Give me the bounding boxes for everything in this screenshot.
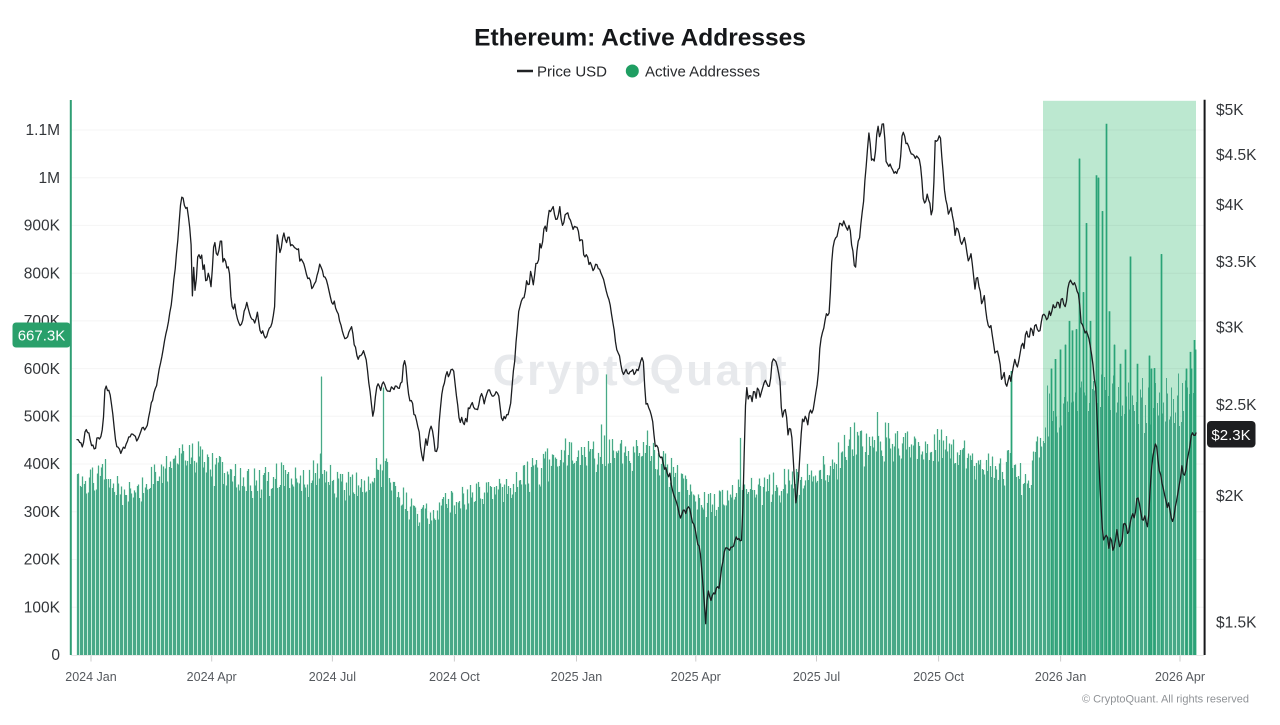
- svg-text:2025 Jan: 2025 Jan: [551, 670, 602, 684]
- svg-text:2025 Apr: 2025 Apr: [671, 670, 721, 684]
- svg-text:1M: 1M: [38, 170, 60, 187]
- svg-text:600K: 600K: [24, 361, 61, 378]
- svg-text:2026 Jan: 2026 Jan: [1035, 670, 1086, 684]
- svg-text:Price USD: Price USD: [537, 64, 607, 81]
- svg-text:2025 Oct: 2025 Oct: [913, 670, 964, 684]
- svg-text:CryptoQuant: CryptoQuant: [493, 346, 789, 395]
- svg-text:2026 Apr: 2026 Apr: [1155, 670, 1205, 684]
- svg-text:1.1M: 1.1M: [26, 122, 60, 139]
- svg-text:500K: 500K: [24, 409, 61, 426]
- svg-text:$3K: $3K: [1216, 320, 1244, 337]
- svg-text:900K: 900K: [24, 218, 61, 235]
- svg-text:100K: 100K: [24, 599, 61, 616]
- svg-text:Ethereum: Active Addresses: Ethereum: Active Addresses: [474, 25, 806, 52]
- svg-text:© CryptoQuant. All rights rese: © CryptoQuant. All rights reserved: [1082, 694, 1249, 706]
- svg-text:2024 Jul: 2024 Jul: [309, 670, 356, 684]
- svg-text:$2.5K: $2.5K: [1216, 397, 1257, 414]
- svg-text:2024 Oct: 2024 Oct: [429, 670, 480, 684]
- svg-text:200K: 200K: [24, 552, 61, 569]
- svg-text:$2.3K: $2.3K: [1211, 427, 1250, 444]
- svg-text:667.3K: 667.3K: [18, 328, 66, 345]
- svg-text:2025 Jul: 2025 Jul: [793, 670, 840, 684]
- svg-text:Active Addresses: Active Addresses: [645, 64, 760, 81]
- svg-text:0: 0: [51, 647, 60, 664]
- svg-text:300K: 300K: [24, 504, 61, 521]
- svg-text:$5K: $5K: [1216, 102, 1244, 119]
- svg-text:$3.5K: $3.5K: [1216, 254, 1257, 271]
- svg-text:$1.5K: $1.5K: [1216, 614, 1257, 631]
- svg-text:2024 Jan: 2024 Jan: [65, 670, 116, 684]
- svg-text:800K: 800K: [24, 265, 61, 282]
- svg-text:$2K: $2K: [1216, 488, 1244, 505]
- svg-text:400K: 400K: [24, 456, 61, 473]
- svg-text:$4.5K: $4.5K: [1216, 147, 1257, 164]
- svg-text:2024 Apr: 2024 Apr: [187, 670, 237, 684]
- svg-text:$4K: $4K: [1216, 197, 1244, 214]
